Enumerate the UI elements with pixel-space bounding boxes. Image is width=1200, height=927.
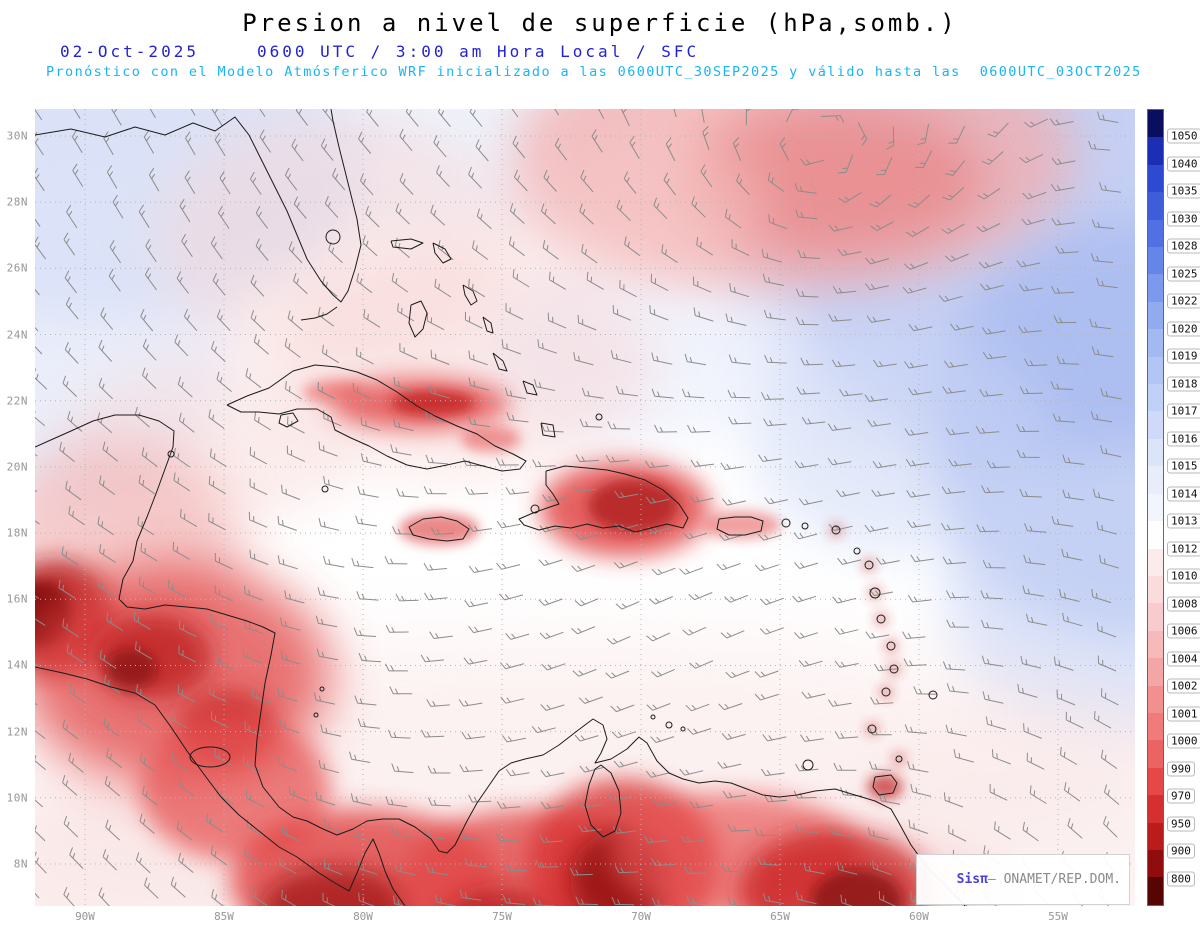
lon-label: 70W: [631, 910, 651, 923]
lat-label: 10N: [6, 791, 28, 805]
colorbar-label: 1019: [1167, 348, 1200, 364]
pressure-map-canvas: [35, 109, 1135, 906]
lat-label: 14N: [6, 658, 28, 672]
colorbar-segment: [1148, 192, 1163, 220]
colorbar-segment: [1148, 493, 1163, 522]
colorbar-segment: [1148, 877, 1163, 905]
lon-label: 60W: [909, 910, 929, 923]
colorbar-segment: [1148, 301, 1163, 330]
lon-label: 80W: [353, 910, 373, 923]
colorbar-segment: [1148, 219, 1163, 248]
colorbar-label: 1022: [1167, 293, 1200, 309]
lon-label: 65W: [770, 910, 790, 923]
pressure-shading: [35, 109, 1135, 906]
colorbar-segment: [1148, 712, 1163, 741]
latitude-axis: 30N 28N 26N 24N 22N 20N 18N 16N 14N 12N 10N 8N: [0, 109, 31, 906]
colorbar-segment: [1148, 548, 1163, 576]
lat-label: 20N: [6, 460, 28, 474]
colorbar-label: 1017: [1167, 403, 1200, 419]
colorbar-label: 1013: [1167, 513, 1200, 529]
colorbar-label: 1001: [1167, 706, 1200, 722]
colorbar-segment: [1148, 137, 1163, 165]
watermark-org: – ONAMET/REP.DOM.: [987, 872, 1121, 887]
colorbar-label: 1030: [1167, 211, 1200, 227]
colorbar-segment: [1148, 822, 1163, 850]
lat-label: 24N: [6, 328, 28, 342]
watermark-brand: Sisπ: [956, 872, 988, 887]
lat-label: 22N: [6, 394, 28, 408]
colorbar-label: 1035: [1167, 183, 1200, 199]
lat-label: 12N: [6, 725, 28, 739]
colorbar-segment: [1148, 630, 1163, 659]
colorbar-label: 970: [1167, 788, 1195, 804]
colorbar-segment: [1148, 795, 1163, 823]
wind-barbs: [35, 109, 1122, 906]
colorbar-segment: [1148, 849, 1163, 878]
lat-label: 30N: [6, 129, 28, 143]
colorbar-segment: [1148, 603, 1163, 631]
colorbar-label: 1016: [1167, 431, 1200, 447]
colorbar-segment: [1148, 274, 1163, 302]
colorbar-segment: [1148, 740, 1163, 768]
colorbar-label: 1015: [1167, 458, 1200, 474]
colorbar-label: 1006: [1167, 623, 1200, 639]
colorbar-label: 1050: [1167, 128, 1200, 144]
colorbar-label: 1014: [1167, 486, 1200, 502]
lat-label: 26N: [6, 261, 28, 275]
colorbar-segment: [1148, 466, 1163, 494]
colorbar-segment: [1148, 329, 1163, 357]
colorbar-label: 900: [1167, 843, 1195, 859]
colorbar-label: 800: [1167, 871, 1195, 887]
colorbar-label: 950: [1167, 816, 1195, 832]
lat-label: 28N: [6, 195, 28, 209]
weather-map: Sisπ– ONAMET/REP.DOM.: [35, 109, 1135, 906]
pressure-colorbar: [1147, 109, 1164, 906]
lat-label: 8N: [13, 857, 28, 871]
colorbar-label: 1000: [1167, 733, 1200, 749]
colorbar-label: 1012: [1167, 541, 1200, 557]
colorbar-label: 1020: [1167, 321, 1200, 337]
colorbar-label: 990: [1167, 761, 1195, 777]
colorbar-segment: [1148, 110, 1163, 138]
colorbar-label: 1025: [1167, 266, 1200, 282]
forecast-line: Pronóstico con el Modelo Atmósferico WRF…: [46, 64, 1142, 80]
colorbar-segment: [1148, 247, 1163, 275]
colorbar-label: 1004: [1167, 651, 1200, 667]
lon-label: 90W: [75, 910, 95, 923]
lon-label: 85W: [214, 910, 234, 923]
coastlines: [35, 109, 966, 906]
colorbar-label: 1002: [1167, 678, 1200, 694]
colorbar-label: 1028: [1167, 238, 1200, 254]
lon-label: 55W: [1048, 910, 1068, 923]
colorbar-label: 1010: [1167, 568, 1200, 584]
colorbar-label: 1040: [1167, 156, 1200, 172]
lat-label: 16N: [6, 592, 28, 606]
colorbar-segment: [1148, 384, 1163, 412]
lon-label: 75W: [492, 910, 512, 923]
page-title: Presion a nivel de superficie (hPa,somb.…: [242, 9, 958, 37]
longitude-axis: 90W 85W 80W 75W 70W 65W 60W 55W: [35, 910, 1135, 924]
lat-label: 18N: [6, 526, 28, 540]
colorbar-segment: [1148, 767, 1163, 796]
colorbar-segment: [1148, 356, 1163, 385]
colorbar-labels: 1050 1040 1035 1030 1028 1025 1022 1020 1019 1018…: [1167, 109, 1200, 906]
watermark: Sisπ– ONAMET/REP.DOM.: [916, 854, 1130, 905]
subtitle-valid-time: 02-Oct-2025 0600 UTC / 3:00 am Hora Loca…: [60, 42, 1200, 61]
colorbar-segment: [1148, 438, 1163, 467]
grid-lines: [35, 109, 1135, 906]
colorbar-segment: [1148, 411, 1163, 439]
time-label: 0600 UTC / 3:00 am Hora Local / SFC: [256, 42, 700, 61]
colorbar-segment: [1148, 521, 1163, 549]
date-label: 02-Oct-2025: [60, 42, 199, 61]
colorbar-label: 1018: [1167, 376, 1200, 392]
colorbar-segment: [1148, 575, 1163, 604]
colorbar-segment: [1148, 658, 1163, 686]
colorbar-segment: [1148, 164, 1163, 193]
colorbar-label: 1008: [1167, 596, 1200, 612]
colorbar-segment: [1148, 685, 1163, 713]
